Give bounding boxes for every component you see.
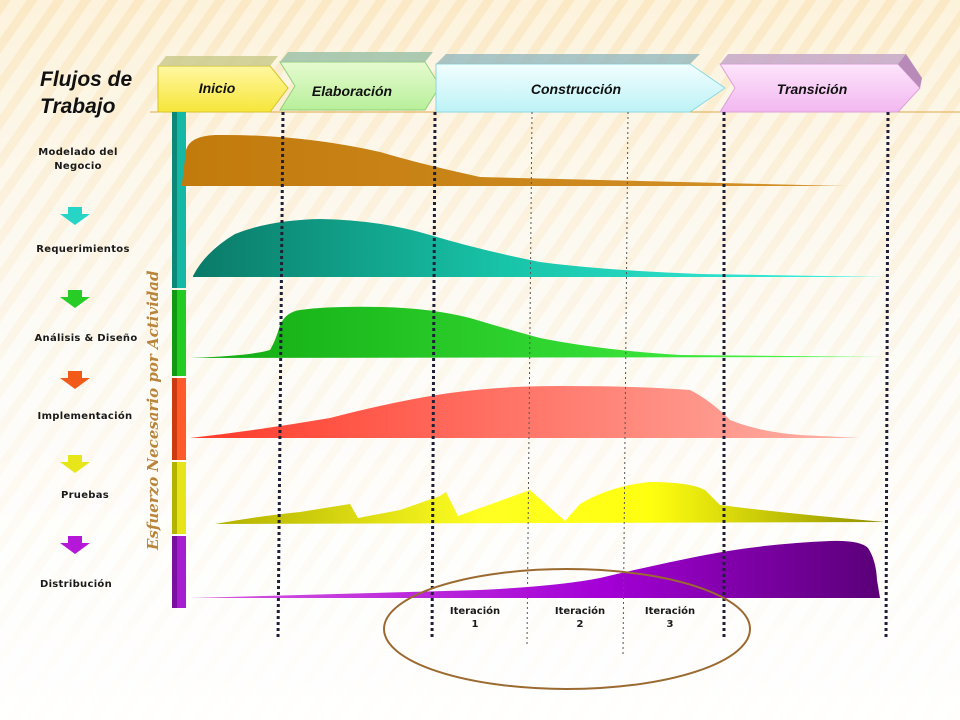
iteration-lines [526, 111, 629, 656]
iteration-label-1: Iteración 1 [440, 605, 510, 631]
curve-modelado-negocio [182, 134, 845, 186]
arrow-icon-analisis [60, 290, 90, 308]
workflow-label-modelado-line2: Negocio [54, 161, 102, 172]
phase-label-inicio: Inicio [199, 80, 236, 96]
workflow-label-implementacion: Implementación [37, 411, 133, 422]
milestone-lines [276, 111, 890, 641]
title-line-2: Trabajo [40, 95, 116, 118]
title-line-1: Flujos de [40, 68, 133, 91]
iteration-1-number: 1 [471, 619, 479, 630]
phase-construccion [435, 54, 726, 113]
effort-color-bar [172, 112, 186, 608]
iteration-2-word: Iteración [554, 606, 606, 617]
arrow-icon-distribucion [60, 536, 90, 554]
phase-label-construccion: Construcción [531, 81, 621, 97]
workflow-label-analisis-diseno: Análisis & Diseño [34, 333, 138, 344]
effort-axis-label-text: Esfuerzo Necesario por Actividad [144, 270, 162, 550]
phase-elaboracion [279, 52, 441, 111]
iteration-2-number: 2 [576, 619, 584, 630]
arrow-icon-pruebas [60, 455, 90, 473]
iteration-3-word: Iteración [644, 606, 696, 617]
workflow-label-modelado-line1: Modelado del [38, 147, 118, 158]
curve-implementacion [190, 386, 860, 438]
iteration-1-word: Iteración [449, 606, 501, 617]
phase-transicion [719, 54, 922, 113]
iteration-3-number: 3 [666, 619, 674, 630]
curve-pruebas [215, 482, 885, 524]
phase-label-elaboracion: Elaboración [312, 83, 392, 99]
iteration-label-3: Iteración 3 [635, 605, 705, 631]
page-title: Flujos de Trabajo [40, 66, 132, 120]
workflow-label-distribucion: Distribución [39, 579, 113, 590]
curve-requerimientos [193, 219, 885, 277]
iteration-ellipse [383, 568, 751, 690]
phase-inicio [157, 56, 289, 113]
workflow-label-modelado-negocio: Modelado del Negocio [18, 146, 138, 174]
arrow-icon-implementacion [60, 371, 90, 389]
curve-analisis-diseno [190, 306, 885, 358]
phase-label-transicion: Transición [777, 81, 848, 97]
iteration-label-2: Iteración 2 [545, 605, 615, 631]
arrow-icon-requerimientos [60, 207, 90, 225]
workflow-label-pruebas: Pruebas [60, 490, 110, 501]
curve-distribucion [190, 540, 880, 598]
workflow-label-requerimientos: Requerimientos [36, 244, 130, 255]
